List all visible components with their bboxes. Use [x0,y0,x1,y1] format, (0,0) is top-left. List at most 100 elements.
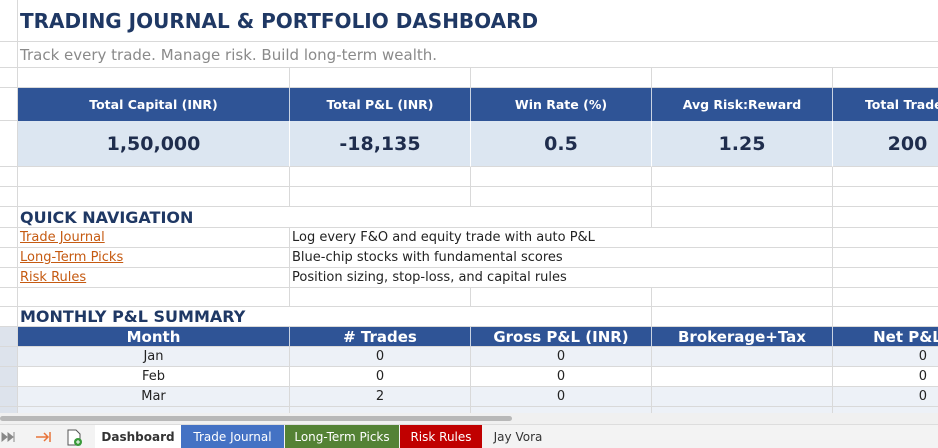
cell [833,307,938,327]
cell [833,167,938,187]
cell [652,167,833,187]
cell [290,167,471,187]
sheet-title: TRADING JOURNAL & PORTFOLIO DASHBOARD [18,0,938,42]
sheet-tab[interactable]: Jay Vora [493,429,543,444]
table-cell: 0 [471,367,652,387]
kpi-label: Win Rate (%) [471,88,652,121]
cell [833,228,938,248]
kpi-value: 0.5 [471,121,652,167]
cell [833,187,938,207]
cell [290,288,471,307]
cell [833,288,938,307]
kpi-value: -18,135 [290,121,471,167]
cell [471,187,652,207]
cell [652,307,833,327]
kpi-value: 1.25 [652,121,833,167]
cell [652,187,833,207]
column-header: Month [18,327,290,347]
cell [290,407,471,413]
row-header [0,288,18,307]
cell [471,68,652,88]
cell [18,187,290,207]
cell [652,288,833,307]
table-cell: 0 [290,367,471,387]
table-cell: 0 [471,387,652,407]
nav-description: Log every F&O and equity trade with auto… [290,228,833,248]
sheet-tab[interactable]: Long-Term Picks [285,425,399,448]
row-header [0,307,18,327]
sheet-tab-bar: Dashboard Trade Journal Long-Term Picks Ris… [0,424,938,448]
cell [652,207,833,228]
sheet-subtitle: Track every trade. Manage risk. Build lo… [18,42,938,68]
row-header [0,207,18,228]
row-header [0,387,18,407]
tab-nav-icons[interactable] [0,425,90,448]
row-header [0,228,18,248]
cell [652,387,833,407]
cell [833,207,938,228]
nav-link[interactable]: Trade Journal [18,228,290,248]
kpi-label: Total Capital (INR) [18,88,290,121]
table-cell: Jan [18,347,290,367]
kpi-label: Avg Risk:Reward [652,88,833,121]
row-header [0,367,18,387]
cell [652,407,833,413]
cell [833,248,938,268]
section-title: QUICK NAVIGATION [18,207,652,228]
row-header [0,407,18,413]
kpi-label: Total P&L (INR) [290,88,471,121]
kpi-value: 200 [833,121,938,167]
kpi-value: 1,50,000 [18,121,290,167]
column-header: Brokerage+Tax [652,327,833,347]
nav-link[interactable]: Risk Rules [18,268,290,288]
table-cell: 0 [471,347,652,367]
column-header: Net P&L [833,327,938,347]
sheet-tab[interactable]: Dashboard [95,425,181,448]
cell [18,68,290,88]
cell [290,187,471,207]
cell [471,407,652,413]
table-cell: 0 [833,367,938,387]
spreadsheet-grid: TRADING JOURNAL & PORTFOLIO DASHBOARD Tra… [0,0,938,413]
cell [471,167,652,187]
table-cell: 2 [290,387,471,407]
table-cell: 0 [833,347,938,367]
table-cell: Feb [18,367,290,387]
row-header [0,268,18,288]
row-header [0,121,18,167]
cell [833,407,938,413]
row-header [0,187,18,207]
nav-description: Position sizing, stop-loss, and capital … [290,268,833,288]
cell [652,367,833,387]
row-header [0,327,18,347]
row-header [0,347,18,367]
row-header [0,167,18,187]
cell [290,68,471,88]
section-title: MONTHLY P&L SUMMARY [18,307,652,327]
column-header: Gross P&L (INR) [471,327,652,347]
row-header [0,248,18,268]
sheet-tab[interactable]: Trade Journal [181,425,284,448]
row-header [0,88,18,121]
cell [652,68,833,88]
nav-link[interactable]: Long-Term Picks [18,248,290,268]
nav-description: Blue-chip stocks with fundamental scores [290,248,833,268]
cell [833,68,938,88]
column-header: # Trades [290,327,471,347]
table-cell: 0 [833,387,938,407]
scroll-thumb[interactable] [0,416,512,421]
cell [18,288,290,307]
row-header [0,68,18,88]
cell [471,288,652,307]
table-cell: Mar [18,387,290,407]
kpi-label: Total Trades [833,88,938,121]
cell [18,407,290,413]
table-cell: 0 [290,347,471,367]
row-header [0,0,18,42]
cell [652,347,833,367]
sheet-tab[interactable]: Risk Rules [400,425,482,448]
horizontal-scrollbar[interactable] [0,413,938,424]
cell [18,167,290,187]
cell [833,268,938,288]
